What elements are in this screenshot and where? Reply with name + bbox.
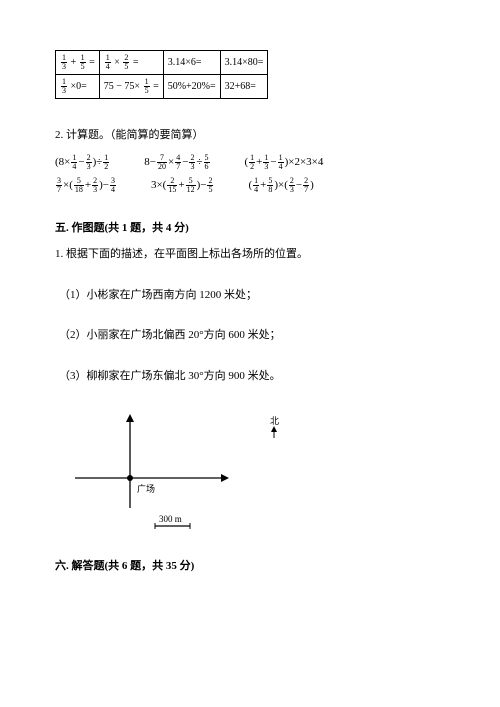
q5-1-3: （3）柳柳家在广场东偏北 30°方向 900 米处。 — [59, 368, 445, 385]
section6-heading: 六. 解答题(共 6 题，共 35 分) — [55, 558, 445, 575]
expression: 3×(215+512)−25 — [151, 177, 214, 194]
cell-r2c1: 13 ×0= — [56, 75, 100, 99]
expression: 8−720×47−23÷56 — [144, 154, 210, 171]
calc-table: 13 + 15 = 14 × 25 = 3.14×6= 3.14×80= 13 … — [55, 50, 268, 99]
cell-r2c2: 75 − 75× 15 = — [99, 75, 163, 99]
section5-heading: 五. 作图题(共 1 题，共 4 分) — [55, 220, 445, 237]
cell-r1c1: 13 + 15 = — [56, 51, 100, 75]
expression: (12+13−14)×2×3×4 — [245, 154, 324, 171]
center-label: 广场 — [137, 483, 155, 494]
cell-r1c4: 3.14×80= — [220, 51, 268, 75]
expression: (14+58)×(23−27) — [248, 177, 313, 194]
north-label: 北 — [270, 416, 279, 426]
cell-r2c3: 50%+20%= — [163, 75, 220, 99]
cell-r1c2: 14 × 25 = — [99, 51, 163, 75]
q5-1-1: （1）小彬家在广场西南方向 1200 米处； — [59, 287, 445, 304]
expression: 37×(518+23)−34 — [55, 177, 117, 194]
q5-1-2: （2）小丽家在广场北偏西 20°方向 600 米处； — [59, 327, 445, 344]
q5-1-text: 1. 根据下面的描述，在平面图上标出各场所的位置。 — [55, 246, 445, 263]
expressions-block: (8×14−23)÷12 8−720×47−23÷56 (12+13−14)×2×3… — [55, 154, 445, 194]
diagram-figure: 广场 北 300 m — [55, 408, 325, 538]
q2-text: 2. 计算题。（能简算的要简算） — [55, 127, 445, 144]
cell-r2c4: 32+68= — [220, 75, 268, 99]
cell-r1c3: 3.14×6= — [163, 51, 220, 75]
scale-label: 300 m — [159, 514, 182, 524]
expression: (8×14−23)÷12 — [55, 154, 110, 171]
